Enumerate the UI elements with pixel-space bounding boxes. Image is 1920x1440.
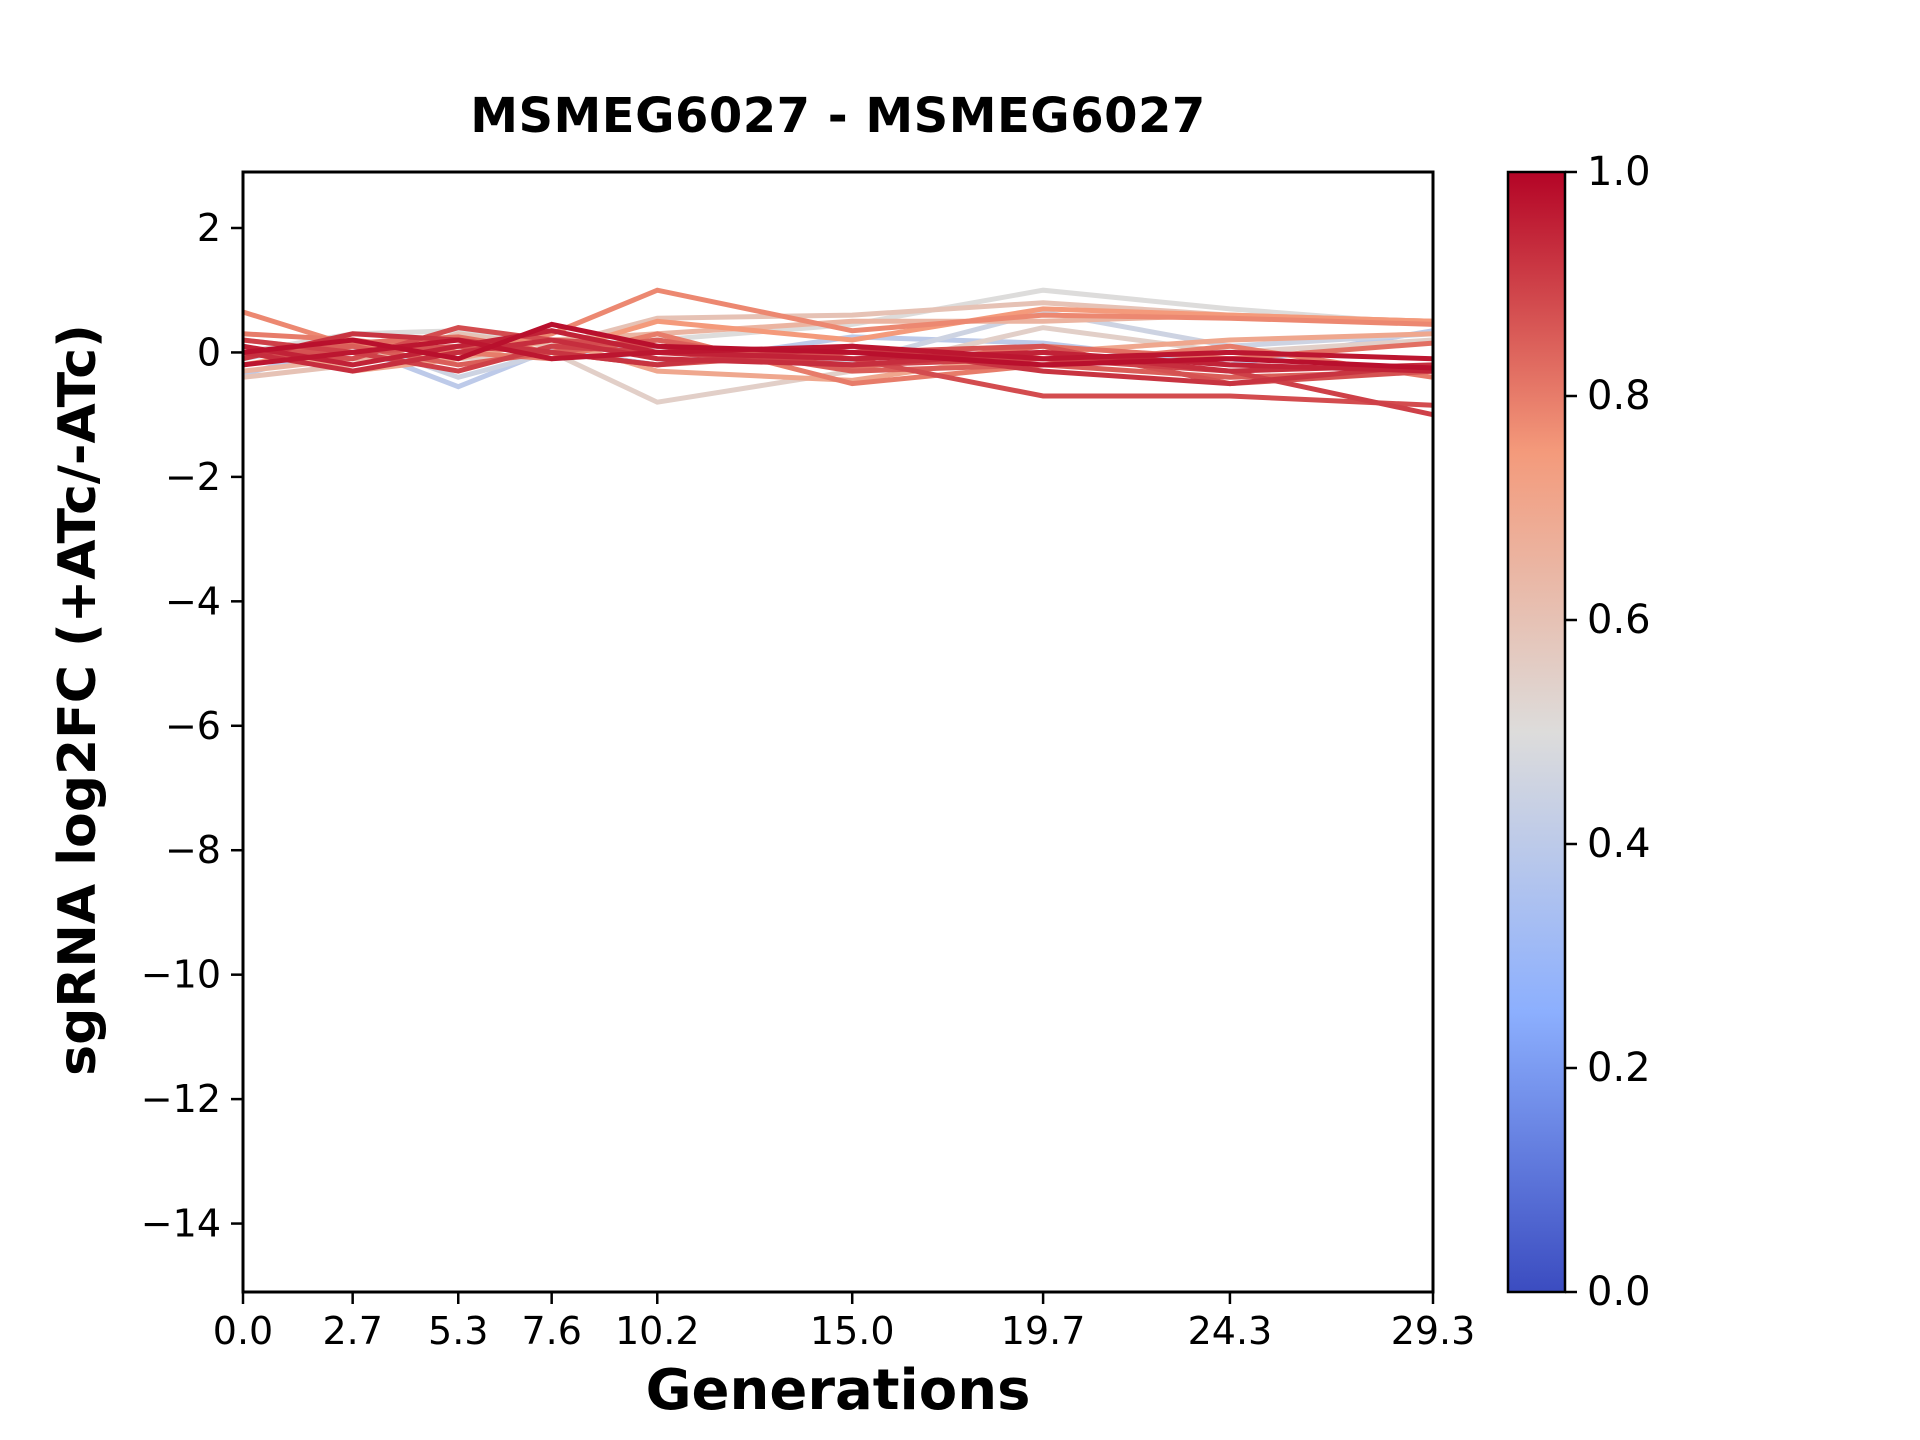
colorbar-tick-label: 0.4: [1587, 821, 1651, 867]
colorbar-tick-label: 0.6: [1587, 597, 1651, 643]
x-tick-label: 5.3: [428, 1309, 488, 1353]
chart-title: MSMEG6027 - MSMEG6027: [470, 88, 1206, 144]
x-tick-label: 7.6: [521, 1309, 581, 1353]
y-tick-label: −4: [165, 579, 221, 623]
colorbar-tick-label: 0.2: [1587, 1045, 1651, 1091]
x-tick-label: 10.2: [615, 1309, 700, 1353]
colorbar: [1506, 170, 1567, 1294]
series-line: [242, 337, 1434, 374]
series-line: [242, 331, 1434, 387]
x-tick-label: 19.7: [1001, 1309, 1086, 1353]
x-tick-label: 29.3: [1391, 1309, 1476, 1353]
x-axis-label: Generations: [645, 1358, 1031, 1423]
x-tick-label: 15.0: [810, 1309, 895, 1353]
colorbar-tick-label: 0.0: [1587, 1269, 1651, 1315]
plot-frame: [241, 170, 1435, 1294]
colorbar-tick-label: 1.0: [1587, 149, 1651, 195]
x-tick-label: 0.0: [213, 1309, 273, 1353]
x-tick-label: 24.3: [1188, 1309, 1273, 1353]
series-line: [242, 321, 1434, 371]
y-tick-label: −8: [165, 828, 221, 872]
y-tick-label: −10: [141, 953, 221, 997]
y-tick-label: 0: [197, 330, 221, 374]
y-tick-label: −14: [141, 1202, 221, 1246]
colorbar-tick-label: 0.8: [1587, 373, 1651, 419]
y-tick-label: 2: [197, 206, 221, 250]
y-tick-label: −12: [141, 1077, 221, 1121]
y-tick-label: −6: [165, 704, 221, 748]
y-tick-label: −2: [165, 455, 221, 499]
x-tick-label: 2.7: [322, 1309, 382, 1353]
